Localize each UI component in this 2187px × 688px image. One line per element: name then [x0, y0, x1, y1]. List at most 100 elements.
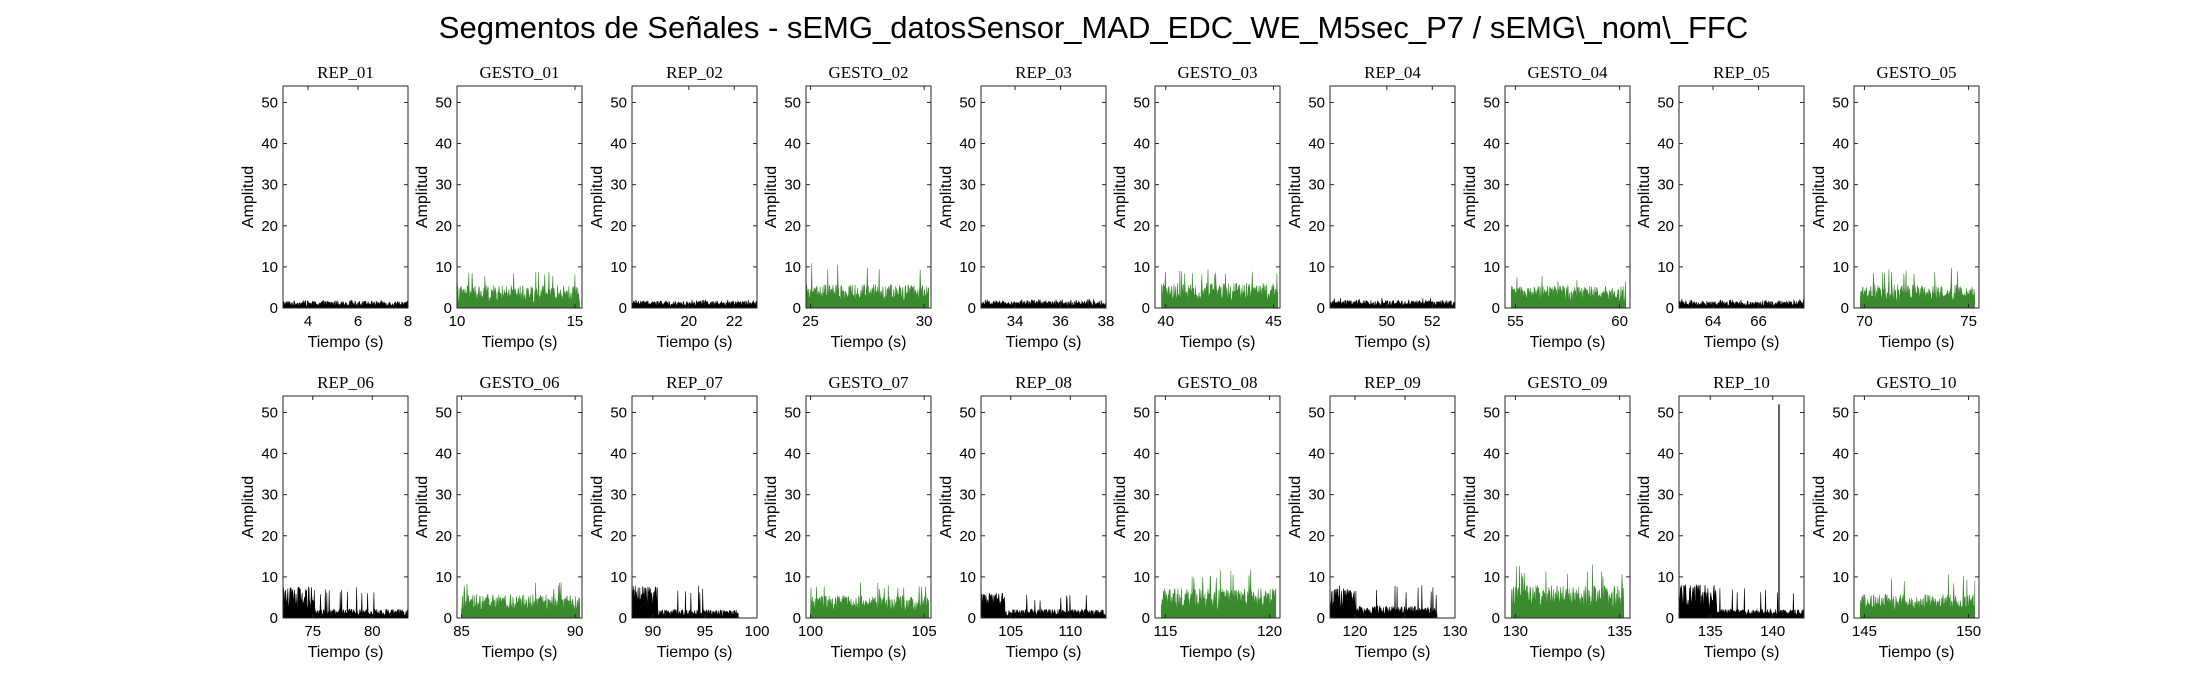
- xtick-label: 70: [1856, 313, 1873, 330]
- x-axis-label: Tiempo (s): [1006, 334, 1082, 351]
- subplot-title-rep-03: REP_03: [1015, 63, 1072, 82]
- ytick-label: 50: [435, 94, 452, 111]
- ytick-label: 30: [784, 177, 801, 194]
- subplot-title-rep-05: REP_05: [1713, 63, 1770, 82]
- ytick-label: 0: [1841, 610, 1849, 627]
- subplot-title-gesto-01: GESTO_01: [480, 63, 560, 82]
- signal-rep-08: [980, 592, 1107, 619]
- x-axis-label: Tiempo (s): [831, 644, 907, 661]
- axes-rep-08: [980, 395, 1107, 619]
- ytick-label: 50: [1308, 94, 1325, 111]
- xtick-label: 50: [1378, 313, 1395, 330]
- ytick-label: 20: [1832, 218, 1849, 235]
- signal-gesto-02: [805, 263, 930, 309]
- ytick-label: 20: [959, 218, 976, 235]
- ytick-label: 30: [1133, 177, 1150, 194]
- x-axis-label: Tiempo (s): [1355, 644, 1431, 661]
- axes-gesto-04: [1504, 85, 1631, 309]
- ytick-label: 50: [1483, 404, 1500, 421]
- xtick-label: 52: [1424, 313, 1441, 330]
- subplot-title-rep-02: REP_02: [666, 63, 723, 82]
- xtick-label: 105: [998, 623, 1023, 640]
- x-axis-label: Tiempo (s): [1355, 334, 1431, 351]
- ytick-label: 50: [959, 404, 976, 421]
- ytick-label: 50: [1483, 94, 1500, 111]
- axes-rep-04: [1329, 85, 1456, 309]
- signal-gesto-08: [1160, 569, 1277, 619]
- xtick-label: 75: [304, 623, 321, 640]
- ytick-label: 50: [261, 94, 278, 111]
- ytick-label: 0: [1666, 610, 1674, 627]
- y-axis-label: Amplitud: [1287, 166, 1304, 228]
- axes-gesto-03: [1154, 85, 1281, 309]
- xtick-label: 135: [1607, 623, 1632, 640]
- ytick-label: 30: [1483, 487, 1500, 504]
- ytick-label: 10: [435, 259, 452, 276]
- x-axis-label: Tiempo (s): [1006, 644, 1082, 661]
- subplot-title-rep-10: REP_10: [1713, 373, 1770, 392]
- ytick-label: 20: [435, 528, 452, 545]
- y-axis-label: Amplitud: [414, 166, 431, 228]
- ytick-label: 0: [1142, 300, 1150, 317]
- axes-rep-01: [282, 85, 409, 309]
- subplot-title-gesto-10: GESTO_10: [1877, 373, 1957, 392]
- ytick-label: 50: [784, 94, 801, 111]
- ytick-label: 0: [793, 300, 801, 317]
- signal-rep-09: [1329, 585, 1438, 619]
- y-axis-label: Amplitud: [1636, 166, 1653, 228]
- y-axis-label: Amplitud: [938, 166, 955, 228]
- ytick-label: 40: [784, 136, 801, 153]
- axes-gesto-06: [456, 395, 583, 619]
- subplot-title-gesto-05: GESTO_05: [1877, 63, 1957, 82]
- xtick-label: 105: [912, 623, 937, 640]
- ytick-label: 20: [261, 218, 278, 235]
- ytick-label: 50: [1133, 404, 1150, 421]
- xtick-label: 115: [1153, 623, 1177, 640]
- y-axis-label: Amplitud: [589, 476, 606, 538]
- ytick-label: 0: [1841, 300, 1849, 317]
- xtick-label: 100: [744, 623, 769, 640]
- ytick-label: 30: [435, 177, 452, 194]
- ytick-label: 10: [435, 569, 452, 586]
- ytick-label: 10: [1308, 569, 1325, 586]
- xtick-label: 22: [726, 313, 743, 330]
- xtick-label: 110: [1058, 623, 1082, 640]
- ytick-label: 20: [435, 218, 452, 235]
- ytick-label: 30: [959, 487, 976, 504]
- figure-title: Segmentos de Señales - sEMG_datosSensor_…: [438, 10, 1749, 45]
- ytick-label: 20: [1308, 528, 1325, 545]
- ytick-label: 20: [1483, 528, 1500, 545]
- signal-rep-01: [282, 299, 409, 309]
- y-axis-label: Amplitud: [1112, 166, 1129, 228]
- subplot-title-gesto-04: GESTO_04: [1528, 63, 1608, 82]
- ytick-label: 0: [1492, 300, 1500, 317]
- ytick-label: 0: [444, 610, 452, 627]
- ytick-label: 10: [1657, 569, 1674, 586]
- x-axis-label: Tiempo (s): [831, 334, 907, 351]
- subplot-title-gesto-07: GESTO_07: [829, 373, 909, 392]
- y-axis-label: Amplitud: [589, 166, 606, 228]
- ytick-label: 10: [1133, 259, 1150, 276]
- ytick-label: 10: [1483, 259, 1500, 276]
- subplot-title-rep-09: REP_09: [1364, 373, 1421, 392]
- ytick-label: 30: [261, 177, 278, 194]
- ytick-label: 50: [1133, 94, 1150, 111]
- xtick-label: 130: [1503, 623, 1528, 640]
- xtick-label: 120: [1342, 623, 1367, 640]
- ytick-label: 20: [1133, 528, 1150, 545]
- axes-gesto-07: [805, 395, 932, 619]
- subplot-title-rep-04: REP_04: [1364, 63, 1421, 82]
- ytick-label: 0: [793, 610, 801, 627]
- ytick-label: 20: [610, 528, 627, 545]
- ytick-label: 10: [610, 259, 627, 276]
- x-axis-label: Tiempo (s): [1879, 644, 1955, 661]
- y-axis-label: Amplitud: [1811, 476, 1828, 538]
- x-axis-label: Tiempo (s): [657, 644, 733, 661]
- xtick-label: 55: [1507, 313, 1524, 330]
- x-axis-label: Tiempo (s): [308, 644, 384, 661]
- ytick-label: 40: [1657, 446, 1674, 463]
- xtick-label: 100: [798, 623, 823, 640]
- xtick-label: 90: [567, 623, 584, 640]
- x-axis-label: Tiempo (s): [1704, 644, 1780, 661]
